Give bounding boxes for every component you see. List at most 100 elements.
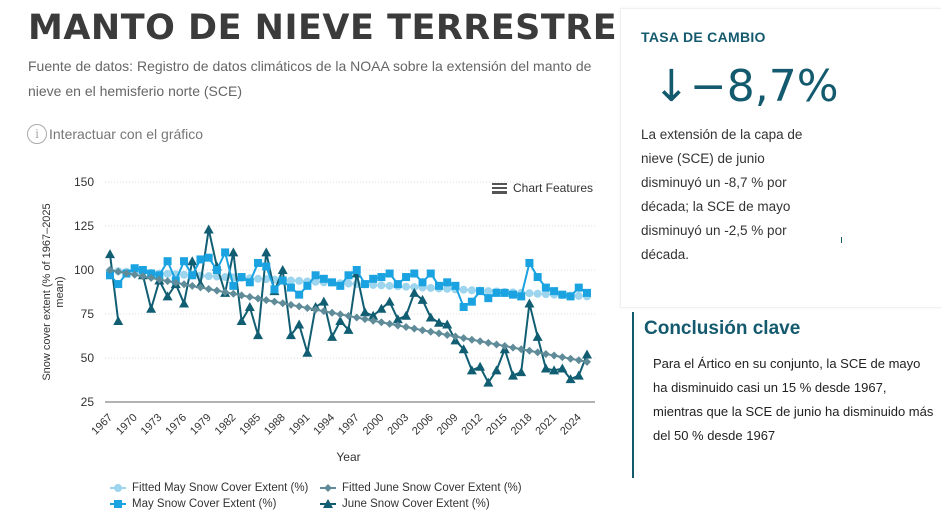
- data-point: [277, 265, 288, 274]
- data-point: [319, 307, 328, 316]
- data-point: [303, 281, 312, 290]
- data-point: [187, 256, 198, 266]
- data-point: [442, 319, 453, 329]
- data-point: [458, 344, 469, 354]
- data-point: [204, 285, 213, 294]
- x-tick-label: 2018: [509, 412, 535, 438]
- data-point: [352, 266, 361, 274]
- legend-marker-icon: [110, 500, 126, 508]
- legend-item[interactable]: May Snow Cover Extent (%): [110, 498, 276, 510]
- data-point: [180, 270, 189, 279]
- data-point: [451, 281, 460, 290]
- data-source-subtitle: Fuente de datos: Registro de datos climá…: [28, 58, 592, 99]
- data-point: [550, 287, 559, 296]
- legend-item[interactable]: June Snow Cover Extent (%): [320, 498, 490, 510]
- data-point: [278, 276, 287, 285]
- data-point: [302, 347, 313, 357]
- legend-label: June Snow Cover Extent (%): [342, 498, 490, 510]
- data-point: [484, 294, 493, 303]
- data-point: [426, 327, 435, 336]
- data-point: [360, 280, 369, 289]
- x-tick-label: 1994: [311, 412, 337, 438]
- data-point: [475, 361, 486, 371]
- data-point: [163, 257, 172, 266]
- data-point: [459, 285, 468, 294]
- data-point: [574, 291, 583, 300]
- data-point: [295, 276, 304, 285]
- data-point: [566, 354, 575, 363]
- data-point: [384, 296, 395, 306]
- data-point: [303, 304, 312, 313]
- data-point: [196, 283, 205, 292]
- data-point: [180, 280, 189, 289]
- y-tick-label: 75: [81, 307, 95, 321]
- data-point: [385, 269, 394, 278]
- data-point: [459, 334, 468, 343]
- data-point: [114, 280, 123, 289]
- x-tick-label: 1988: [262, 412, 288, 438]
- x-tick-label: 1976: [163, 412, 189, 438]
- data-point: [525, 258, 534, 267]
- data-point: [286, 300, 295, 309]
- data-point: [294, 319, 305, 329]
- data-point: [155, 271, 164, 280]
- data-point: [212, 266, 221, 274]
- data-point: [377, 318, 386, 327]
- data-point: [106, 271, 114, 280]
- data-point: [402, 323, 411, 332]
- data-point: [228, 247, 239, 257]
- data-point: [311, 277, 320, 286]
- data-point: [203, 224, 214, 234]
- legend-item[interactable]: Fitted June Snow Cover Extent (%): [320, 482, 522, 494]
- y-tick-label: 125: [74, 219, 94, 233]
- data-point: [188, 271, 197, 280]
- data-point: [114, 267, 123, 276]
- data-point: [443, 284, 452, 293]
- data-point: [426, 269, 435, 278]
- y-tick-label: 150: [74, 175, 94, 189]
- data-point: [328, 308, 337, 317]
- data-point: [196, 255, 205, 264]
- menu-icon: [492, 182, 507, 194]
- legend-marker-icon: [320, 499, 336, 508]
- data-point: [377, 281, 386, 290]
- data-point: [377, 273, 386, 282]
- data-point: [565, 374, 576, 384]
- data-point: [237, 273, 246, 282]
- data-point: [425, 312, 436, 322]
- data-point: [434, 329, 443, 338]
- data-point: [385, 319, 394, 328]
- conclusion-text: Para el Ártico en su conjunto, la SCE de…: [653, 356, 934, 443]
- data-point: [385, 281, 394, 290]
- x-tick-label: 1979: [188, 412, 214, 438]
- data-point: [483, 377, 494, 387]
- legend-label: Fitted May Snow Cover Extent (%): [132, 482, 309, 494]
- interact-label: Interactuar con el gráfico: [49, 126, 204, 142]
- data-point: [443, 278, 452, 287]
- data-point: [582, 349, 592, 359]
- data-point: [352, 313, 361, 322]
- data-point: [532, 331, 543, 341]
- snow-cover-chart[interactable]: 2550751001251501967197019731976197919821…: [0, 160, 610, 480]
- data-point: [343, 324, 354, 334]
- data-point: [138, 272, 147, 281]
- legend-marker-icon: [320, 484, 336, 492]
- data-point: [492, 340, 501, 349]
- data-point: [507, 370, 518, 380]
- legend-item[interactable]: Fitted May Snow Cover Extent (%): [110, 482, 308, 494]
- data-point: [319, 274, 328, 283]
- y-tick-label: 25: [81, 395, 95, 409]
- data-point: [549, 365, 560, 375]
- data-point: [369, 280, 378, 289]
- x-tick-label: 1985: [237, 412, 263, 438]
- data-point: [229, 281, 238, 290]
- data-point: [409, 287, 420, 297]
- chart-features-button[interactable]: Chart Features: [492, 181, 593, 195]
- data-point: [328, 278, 337, 287]
- data-point: [500, 342, 509, 351]
- data-point: [451, 332, 460, 341]
- interact-with-chart[interactable]: i Interactuar con el gráfico: [27, 124, 203, 144]
- data-point: [295, 290, 304, 299]
- data-point: [516, 367, 527, 377]
- data-point: [369, 316, 378, 325]
